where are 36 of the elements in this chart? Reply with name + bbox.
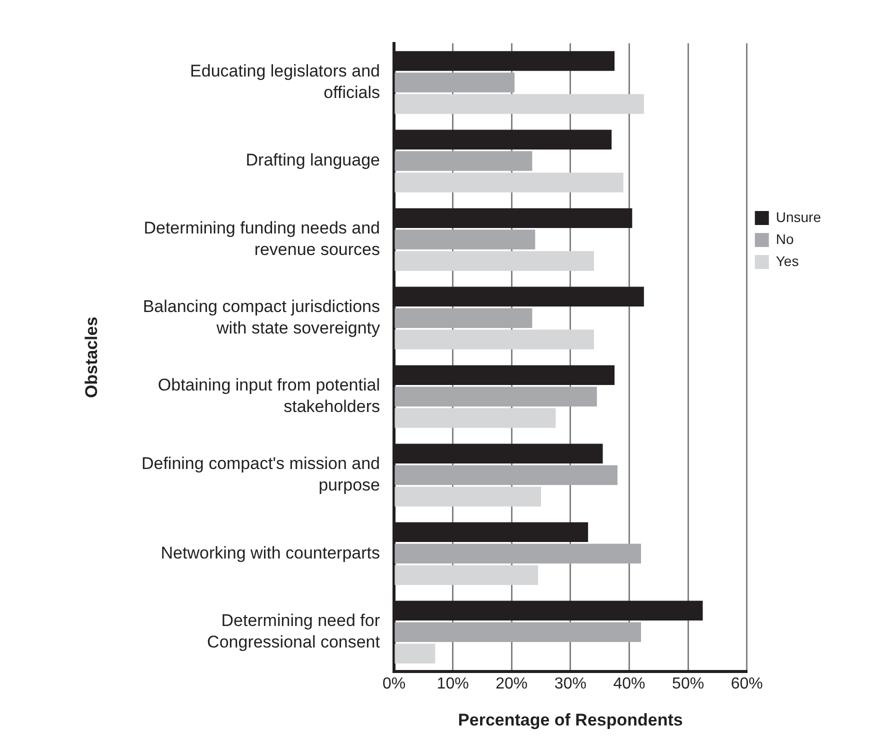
- bar: [394, 94, 644, 114]
- legend-label: Unsure: [776, 208, 822, 225]
- y-tick-label: Determining funding needs and revenue sources: [144, 218, 380, 259]
- y-axis-title: Obstacles: [82, 316, 101, 398]
- y-tick-label: Networking with counterparts: [160, 543, 380, 562]
- x-tick-label: 40%: [613, 675, 646, 692]
- bar: [394, 465, 618, 485]
- legend-label: Yes: [776, 252, 799, 269]
- x-tick-label: 30%: [554, 675, 586, 692]
- legend-label: No: [776, 230, 794, 247]
- x-tick-label: 50%: [672, 675, 704, 692]
- bar: [394, 486, 542, 506]
- y-tick-label: Obtaining input from potential stakeholders: [158, 376, 380, 416]
- y-tick-label: Drafting language: [246, 150, 380, 170]
- bar: [394, 251, 594, 271]
- bar: [394, 330, 594, 350]
- bar: [394, 172, 624, 192]
- x-tick-label: 20%: [496, 675, 528, 692]
- y-tick-label: Determining need for Congressional consent: [207, 611, 380, 652]
- bar: [394, 72, 515, 92]
- x-tick-label: 60%: [730, 675, 763, 692]
- bar: [394, 230, 536, 250]
- y-tick-label: Educating legislators and officials: [190, 62, 380, 102]
- bar: [394, 308, 532, 328]
- y-tick-label: Defining compact's mission and purpose: [141, 454, 380, 494]
- bar: [394, 151, 532, 171]
- x-axis-title: Percentage of Respondents: [458, 710, 683, 730]
- bar: [394, 622, 642, 642]
- x-tick-label: 0%: [382, 675, 406, 692]
- bar: [394, 544, 642, 564]
- bar: [394, 386, 597, 406]
- x-tick-label: 10%: [436, 675, 469, 692]
- bar: [394, 644, 436, 664]
- y-tick-label: Balancing compact jurisdictions with state sovereignty: [142, 297, 380, 338]
- bar: [394, 565, 538, 585]
- bar: [394, 408, 556, 428]
